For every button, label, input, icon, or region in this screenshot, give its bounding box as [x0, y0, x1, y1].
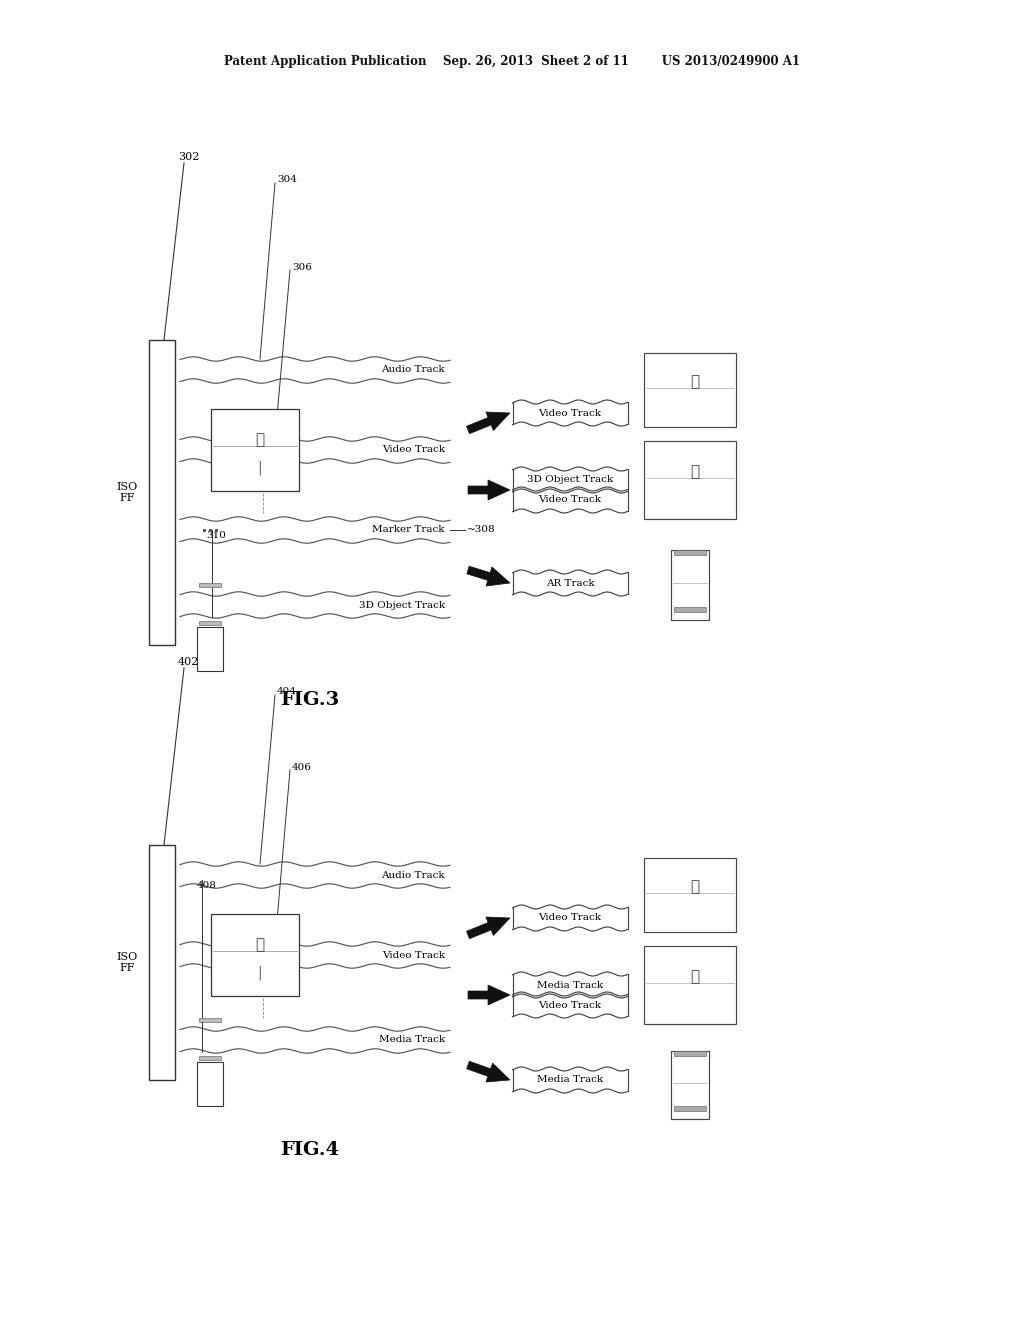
Text: Media Track: Media Track: [537, 1076, 603, 1085]
Text: Audio Track: Audio Track: [381, 870, 445, 879]
Text: Patent Application Publication    Sep. 26, 2013  Sheet 2 of 11        US 2013/02: Patent Application Publication Sep. 26, …: [224, 55, 800, 69]
Text: Video Track: Video Track: [539, 495, 601, 504]
Bar: [197, 1063, 223, 1106]
Text: Media Track: Media Track: [537, 981, 603, 990]
Text: |: |: [258, 461, 262, 475]
Text: 402: 402: [178, 657, 200, 667]
Bar: [674, 607, 706, 612]
Text: ~308: ~308: [467, 525, 496, 535]
Text: Marker Track: Marker Track: [373, 525, 445, 535]
Text: FIG.4: FIG.4: [281, 1140, 340, 1159]
Polygon shape: [468, 480, 510, 500]
Bar: [644, 858, 736, 932]
Polygon shape: [467, 566, 510, 586]
Text: ✋: ✋: [690, 375, 699, 389]
Text: 3D Object Track: 3D Object Track: [358, 601, 445, 610]
Text: 406: 406: [292, 763, 312, 771]
Bar: [644, 352, 736, 426]
Bar: [671, 1051, 709, 1119]
Text: Video Track: Video Track: [539, 408, 601, 417]
Text: Video Track: Video Track: [382, 950, 445, 960]
Text: Media Track: Media Track: [379, 1035, 445, 1044]
Bar: [211, 409, 299, 491]
Bar: [199, 583, 221, 587]
Bar: [644, 946, 736, 1024]
Text: |: |: [258, 966, 262, 981]
Bar: [150, 341, 175, 645]
Text: ISO
FF: ISO FF: [117, 482, 137, 503]
Text: 310: 310: [206, 532, 226, 540]
Text: ISO
FF: ISO FF: [117, 952, 137, 973]
Polygon shape: [468, 985, 510, 1005]
Bar: [199, 1056, 221, 1060]
Bar: [199, 1018, 221, 1022]
Bar: [644, 441, 736, 519]
Polygon shape: [467, 412, 510, 434]
Text: ✋: ✋: [690, 465, 699, 479]
Text: AR Track: AR Track: [546, 578, 594, 587]
Bar: [674, 1051, 706, 1056]
Text: ✋: ✋: [690, 969, 699, 985]
Text: ✊: ✊: [255, 433, 264, 447]
Text: Video Track: Video Track: [539, 1001, 601, 1010]
Text: Video Track: Video Track: [382, 446, 445, 454]
Bar: [674, 550, 706, 554]
Bar: [211, 913, 299, 997]
Text: ✋: ✋: [690, 879, 699, 895]
Text: Audio Track: Audio Track: [381, 366, 445, 375]
Text: Video Track: Video Track: [539, 913, 601, 923]
Bar: [199, 620, 221, 624]
Bar: [674, 1106, 706, 1111]
Polygon shape: [467, 1061, 510, 1082]
Bar: [671, 550, 709, 620]
Text: 3D Object Track: 3D Object Track: [527, 475, 613, 484]
Polygon shape: [467, 917, 510, 939]
Bar: [150, 845, 175, 1080]
Text: ✊: ✊: [255, 937, 264, 953]
Text: 302: 302: [178, 152, 200, 162]
Text: 304: 304: [278, 176, 297, 185]
Text: 306: 306: [292, 263, 312, 272]
Text: 408: 408: [197, 882, 217, 891]
Bar: [197, 627, 223, 671]
Text: FIG.3: FIG.3: [281, 690, 340, 709]
Text: 404: 404: [278, 688, 297, 697]
